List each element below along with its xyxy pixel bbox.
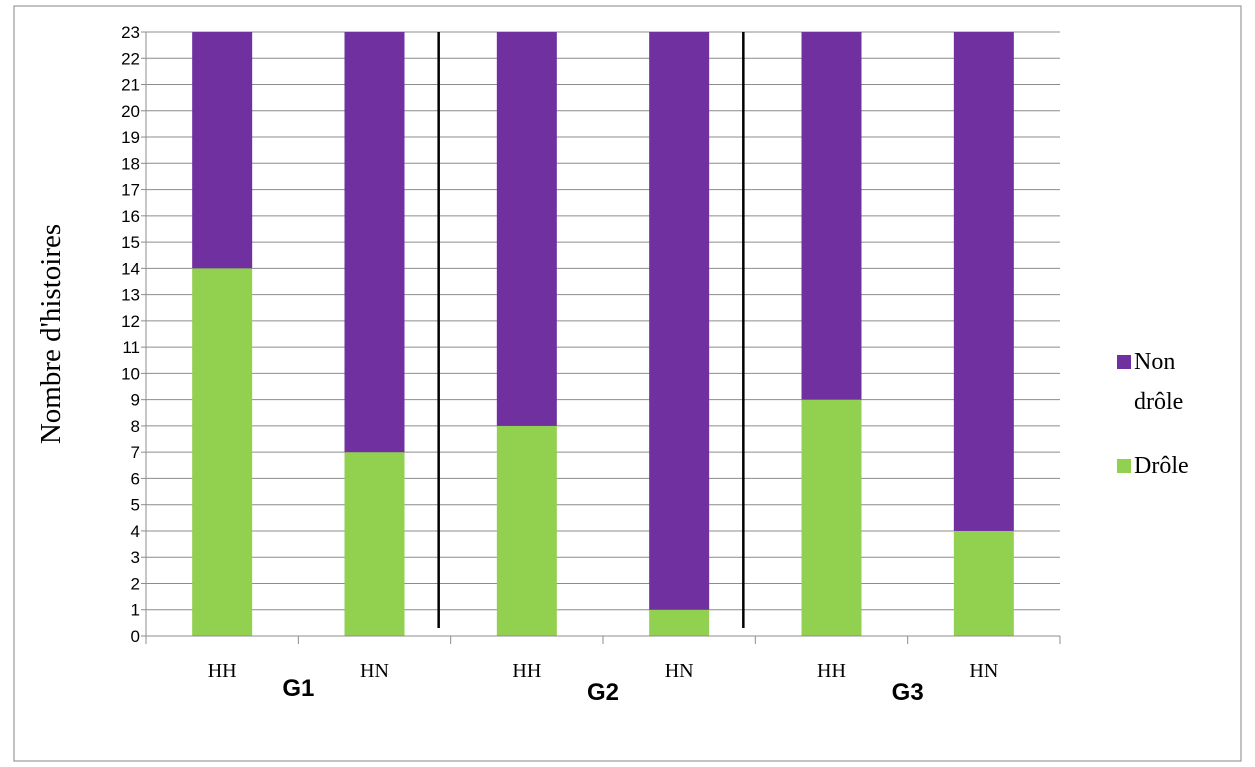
y-tick-label: 1 [131,601,140,620]
y-tick-label: 10 [121,364,140,383]
y-axis-label: Nombre d'histoires [35,224,67,444]
y-tick-label: 5 [131,496,140,515]
y-tick-label: 23 [121,23,140,42]
y-tick-label: 12 [121,312,140,331]
y-tick-label: 9 [131,391,140,410]
y-tick-label: 2 [131,574,140,593]
y-tick-label: 15 [121,233,140,252]
bar-segment [192,268,253,636]
y-tick-label: 6 [131,469,140,488]
y-tick-label: 21 [121,76,140,95]
y-tick-label: 13 [121,286,140,305]
bar-segment [496,32,557,426]
bar-segment [801,399,862,636]
legend-label: Drôle [1134,453,1189,479]
y-tick-label: 14 [121,259,140,278]
x-category-label: HH [512,660,541,682]
x-category-label: HN [360,660,389,682]
group-label: G3 [892,679,924,706]
x-category-label: HH [817,660,846,682]
group-label: G1 [282,675,314,702]
legend: Non drôle Drôle [1117,349,1189,479]
labels: 01234567891011121314151617181920212223HH… [35,23,998,706]
x-category-label: HN [665,660,694,682]
x-category-label: HH [208,660,237,682]
y-tick-label: 0 [131,627,140,646]
y-tick-label: 22 [121,49,140,68]
legend-swatch [1117,355,1131,369]
y-tick-label: 19 [121,128,140,147]
gridlines [146,31,1060,611]
legend-label: Non [1134,349,1175,375]
y-tick-label: 20 [121,102,140,121]
legend-swatch [1117,459,1131,473]
bars [192,32,1014,636]
y-tick-label: 8 [131,417,140,436]
bar-segment [496,425,557,636]
y-tick-label: 18 [121,154,140,173]
bar-segment [344,452,405,636]
y-tick-label: 3 [131,548,140,567]
bar-segment [192,32,253,269]
bar-segment [801,32,862,400]
bar-segment [649,609,710,636]
bar-segment [649,32,710,610]
bar-segment [344,32,405,453]
bar-segment [953,530,1014,636]
axes [141,31,1061,644]
x-category-label: HN [969,660,998,682]
y-tick-label: 7 [131,443,140,462]
legend-label: drôle [1134,389,1183,415]
y-tick-label: 11 [122,338,140,357]
y-tick-label: 4 [131,522,140,541]
group-label: G2 [587,679,619,706]
y-tick-label: 16 [121,207,140,226]
y-tick-label: 17 [121,181,140,200]
bar-segment [953,32,1014,531]
